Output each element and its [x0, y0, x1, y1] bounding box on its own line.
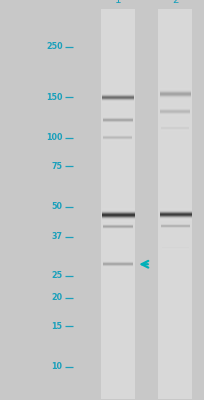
Text: 10: 10 [51, 362, 62, 371]
Text: 150: 150 [46, 93, 62, 102]
Bar [100, 9, 134, 399]
Bar [158, 9, 191, 399]
Text: 25: 25 [51, 271, 62, 280]
Text: 37: 37 [51, 232, 62, 241]
Text: 75: 75 [51, 162, 62, 171]
Text: 250: 250 [46, 42, 62, 51]
Text: 2: 2 [171, 0, 178, 5]
Text: 50: 50 [51, 202, 62, 211]
Text: 1: 1 [114, 0, 121, 5]
Text: 100: 100 [46, 133, 62, 142]
Text: 15: 15 [51, 322, 62, 331]
Text: 20: 20 [51, 293, 62, 302]
